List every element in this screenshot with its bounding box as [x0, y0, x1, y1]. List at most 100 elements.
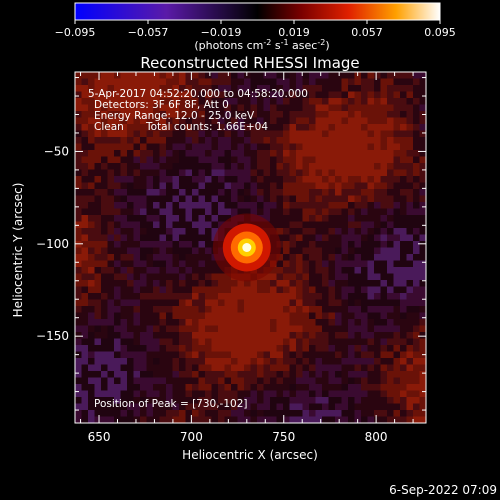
- heatmap-cell: [224, 137, 232, 144]
- heatmap-cell: [367, 163, 375, 170]
- heatmap-cell: [237, 390, 245, 398]
- heatmap-cell: [231, 72, 238, 79]
- heatmap-cell: [315, 228, 323, 235]
- heatmap-cell: [237, 156, 245, 164]
- heatmap-cell: [354, 202, 362, 209]
- heatmap-cell: [101, 293, 108, 300]
- heatmap-cell: [387, 280, 394, 287]
- heatmap-cell: [172, 117, 180, 125]
- heatmap-cell: [393, 410, 401, 417]
- heatmap-cell: [315, 254, 323, 261]
- heatmap-cell: [354, 410, 362, 417]
- heatmap-cell: [309, 189, 316, 196]
- heatmap-cell: [419, 124, 426, 131]
- heatmap-cell: [419, 410, 426, 417]
- heatmap-cell: [146, 280, 154, 287]
- heatmap-cell: [387, 254, 394, 261]
- heatmap-cell: [192, 286, 199, 294]
- heatmap-cell: [81, 104, 89, 112]
- heatmap-cell: [88, 163, 95, 170]
- heatmap-cell: [153, 91, 160, 99]
- heatmap-cell: [192, 403, 199, 411]
- heatmap-cell: [348, 254, 355, 261]
- heatmap-cell: [101, 260, 108, 268]
- heatmap-cell: [315, 202, 323, 209]
- heatmap-cell: [289, 176, 297, 183]
- heatmap-cell: [302, 358, 310, 365]
- heatmap-cell: [283, 293, 290, 300]
- heatmap-cell: [309, 293, 316, 300]
- heatmap-cell: [309, 98, 316, 105]
- heatmap-cell: [322, 189, 329, 196]
- heatmap-cell: [413, 247, 420, 255]
- heatmap-cell: [153, 176, 160, 183]
- heatmap-cell: [374, 85, 381, 92]
- heatmap-cell: [179, 150, 186, 157]
- heatmap-cell: [348, 228, 355, 235]
- heatmap-cell: [205, 247, 212, 255]
- heatmap-cell: [380, 332, 388, 339]
- heatmap-cell: [114, 176, 121, 183]
- heatmap-cell: [400, 384, 407, 391]
- heatmap-cell: [276, 91, 284, 99]
- heatmap-cell: [107, 156, 115, 164]
- heatmap-cell: [133, 72, 141, 79]
- heatmap-cell: [101, 85, 108, 92]
- heatmap-cell: [81, 306, 89, 313]
- heatmap-cell: [211, 384, 219, 391]
- heatmap-cell: [211, 338, 219, 346]
- heatmap-cell: [237, 163, 245, 170]
- heatmap-cell: [328, 182, 336, 190]
- heatmap-cell: [354, 241, 362, 248]
- heatmap-cell: [224, 143, 232, 151]
- heatmap-cell: [88, 208, 95, 216]
- heatmap-cell: [263, 72, 271, 79]
- heatmap-cell: [296, 104, 303, 112]
- heatmap-cell: [218, 384, 225, 391]
- heatmap-cell: [296, 293, 303, 300]
- heatmap-cell: [140, 182, 147, 190]
- heatmap-cell: [218, 345, 225, 352]
- peak-source-core: [242, 243, 252, 252]
- heatmap-cell: [400, 260, 407, 268]
- heatmap-cell: [166, 332, 173, 339]
- heatmap-cell: [270, 410, 277, 417]
- heatmap-cell: [172, 306, 180, 313]
- heatmap-cell: [270, 189, 277, 196]
- heatmap-cell: [88, 416, 95, 423]
- heatmap-cell: [237, 78, 245, 86]
- heatmap-cell: [101, 377, 108, 385]
- heatmap-cell: [283, 325, 290, 333]
- heatmap-cell: [205, 241, 212, 248]
- heatmap-cell: [374, 306, 381, 313]
- heatmap-cell: [406, 137, 414, 144]
- heatmap-cell: [374, 273, 381, 281]
- heatmap-cell: [367, 260, 375, 268]
- heatmap-cell: [218, 397, 225, 404]
- heatmap-cell: [270, 195, 277, 203]
- heatmap-cell: [335, 137, 342, 144]
- heatmap-cell: [146, 169, 154, 177]
- heatmap-cell: [380, 273, 388, 281]
- heatmap-cell: [192, 416, 199, 423]
- heatmap-cell: [224, 293, 232, 300]
- annotation-detectors: Detectors: 3F 6F 8F, Att 0: [94, 99, 229, 111]
- heatmap-cell: [75, 280, 82, 287]
- heatmap-cell: [133, 319, 141, 326]
- heatmap-cell: [231, 85, 238, 92]
- heatmap-cell: [296, 241, 303, 248]
- heatmap-cell: [179, 371, 186, 378]
- heatmap-cell: [263, 299, 271, 307]
- heatmap-cell: [237, 410, 245, 417]
- heatmap-cell: [309, 260, 316, 268]
- heatmap-cell: [107, 377, 115, 385]
- heatmap-cell: [127, 403, 134, 411]
- heatmap-cell: [88, 332, 95, 339]
- heatmap-cell: [244, 338, 251, 346]
- heatmap-cell: [192, 241, 199, 248]
- heatmap-cell: [101, 169, 108, 177]
- heatmap-cell: [322, 416, 329, 423]
- heatmap-cell: [231, 98, 238, 105]
- heatmap-cell: [328, 364, 336, 372]
- heatmap-cell: [263, 85, 271, 92]
